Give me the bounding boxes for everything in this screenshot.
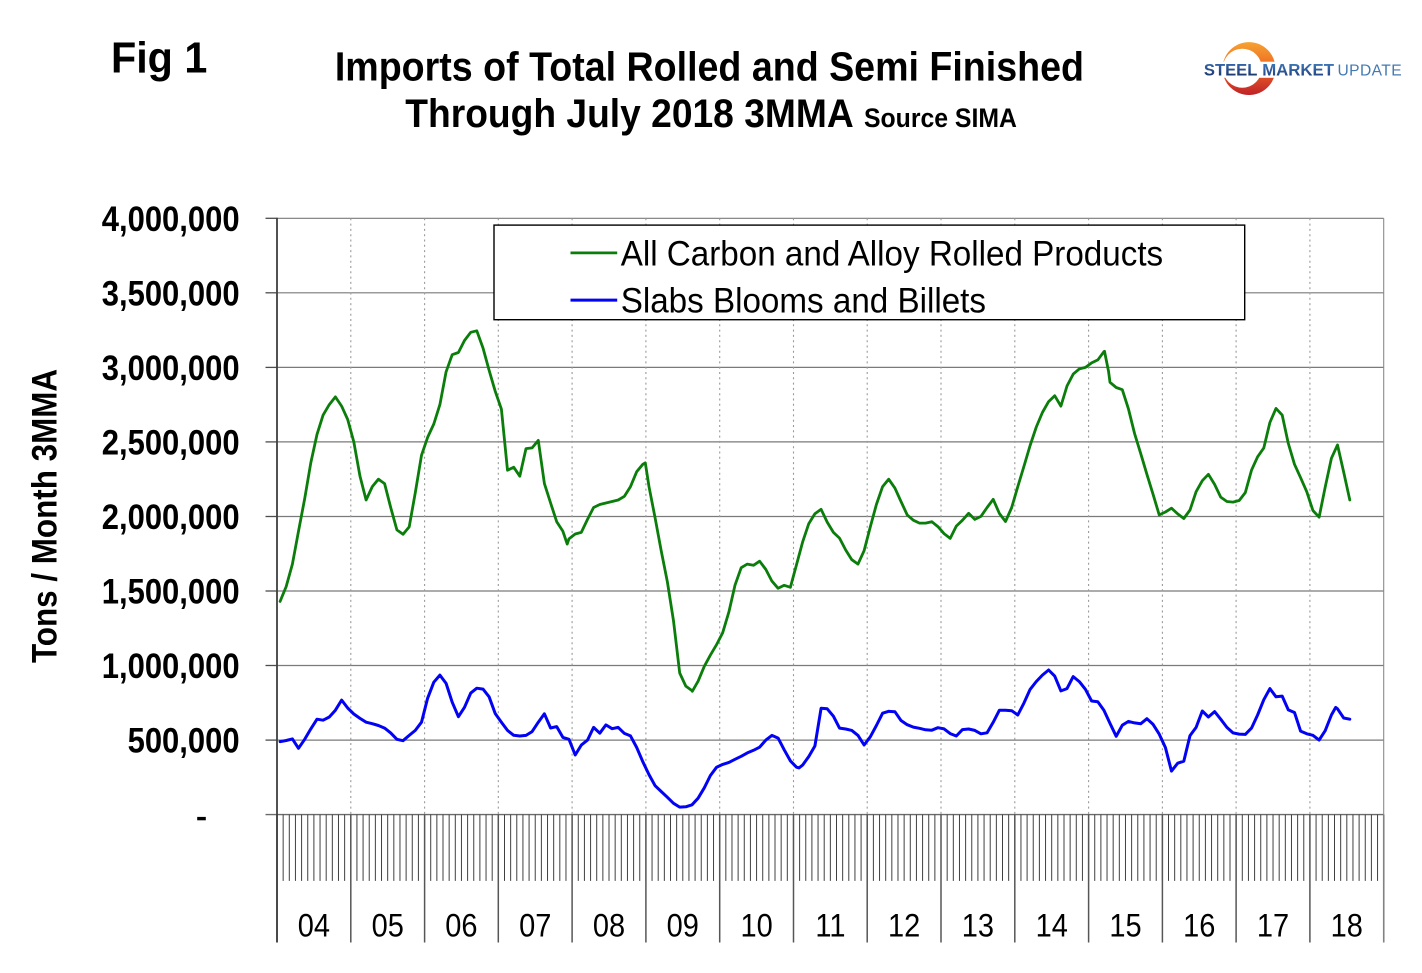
svg-text:Fig 1: Fig 1 — [111, 34, 207, 82]
svg-text:06: 06 — [445, 907, 477, 944]
svg-text:09: 09 — [667, 907, 699, 944]
svg-text:08: 08 — [593, 907, 625, 944]
svg-text:UPDATE: UPDATE — [1338, 62, 1403, 79]
svg-text:07: 07 — [519, 907, 551, 944]
svg-text:16: 16 — [1183, 907, 1215, 944]
svg-text:3,500,000: 3,500,000 — [102, 274, 240, 313]
svg-text:Slabs Blooms and Billets: Slabs Blooms and Billets — [621, 282, 986, 321]
svg-text:Imports of Total Rolled and Se: Imports of Total Rolled and Semi Finishe… — [335, 45, 1084, 90]
svg-text:Source SIMA: Source SIMA — [864, 104, 1017, 133]
svg-text:3,000,000: 3,000,000 — [102, 349, 240, 388]
svg-text:14: 14 — [1036, 907, 1068, 944]
svg-text:Through July 2018 3MMA: Through July 2018 3MMA — [405, 92, 853, 137]
svg-text:1,000,000: 1,000,000 — [102, 647, 240, 686]
svg-text:12: 12 — [888, 907, 920, 944]
svg-text:10: 10 — [740, 907, 772, 944]
svg-text:STEEL: STEEL — [1204, 60, 1257, 79]
svg-text:500,000: 500,000 — [128, 722, 240, 761]
svg-text:04: 04 — [298, 907, 330, 944]
svg-text:13: 13 — [962, 907, 994, 944]
svg-text:MARKET: MARKET — [1262, 60, 1335, 79]
svg-text:2,500,000: 2,500,000 — [102, 424, 240, 463]
svg-text:4,000,000: 4,000,000 — [102, 200, 240, 239]
svg-text:2,000,000: 2,000,000 — [102, 498, 240, 537]
svg-text:17: 17 — [1257, 907, 1289, 944]
svg-text:05: 05 — [372, 907, 404, 944]
svg-text:1,500,000: 1,500,000 — [102, 573, 240, 612]
svg-text:Tons / Month 3MMA: Tons / Month 3MMA — [26, 369, 65, 663]
svg-text:11: 11 — [815, 907, 845, 944]
svg-text:18: 18 — [1331, 907, 1363, 944]
svg-text:15: 15 — [1109, 907, 1141, 944]
svg-text:All Carbon and Alloy Rolled Pr: All Carbon and Alloy Rolled Products — [621, 234, 1163, 273]
